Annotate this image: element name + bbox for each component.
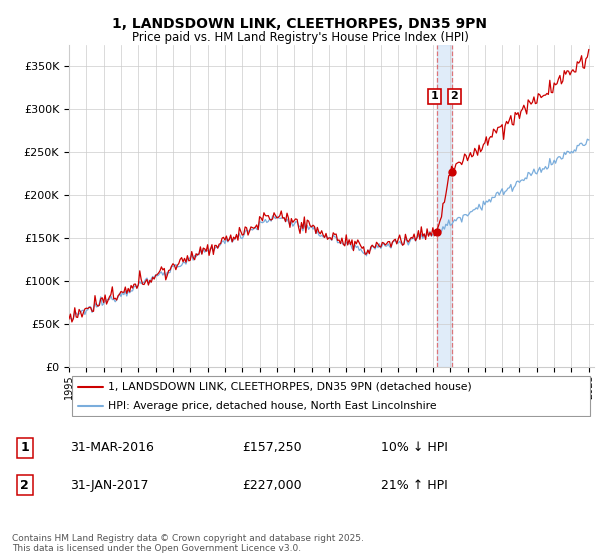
Text: HPI: Average price, detached house, North East Lincolnshire: HPI: Average price, detached house, Nort… — [109, 401, 437, 411]
Text: £227,000: £227,000 — [242, 479, 302, 492]
Text: 1, LANDSDOWN LINK, CLEETHORPES, DN35 9PN (detached house): 1, LANDSDOWN LINK, CLEETHORPES, DN35 9PN… — [109, 381, 472, 391]
Text: 31-MAR-2016: 31-MAR-2016 — [70, 441, 154, 454]
Text: 1: 1 — [20, 441, 29, 454]
Text: 1: 1 — [431, 91, 439, 101]
Text: 2: 2 — [20, 479, 29, 492]
Text: Price paid vs. HM Land Registry's House Price Index (HPI): Price paid vs. HM Land Registry's House … — [131, 31, 469, 44]
FancyBboxPatch shape — [71, 376, 590, 416]
Text: Contains HM Land Registry data © Crown copyright and database right 2025.
This d: Contains HM Land Registry data © Crown c… — [12, 534, 364, 553]
Text: 21% ↑ HPI: 21% ↑ HPI — [380, 479, 448, 492]
Text: £157,250: £157,250 — [242, 441, 302, 454]
Text: 2: 2 — [450, 91, 458, 101]
Text: 1, LANDSDOWN LINK, CLEETHORPES, DN35 9PN: 1, LANDSDOWN LINK, CLEETHORPES, DN35 9PN — [113, 17, 487, 31]
Bar — [437, 45, 452, 367]
Text: 31-JAN-2017: 31-JAN-2017 — [70, 479, 148, 492]
Text: 10% ↓ HPI: 10% ↓ HPI — [380, 441, 448, 454]
